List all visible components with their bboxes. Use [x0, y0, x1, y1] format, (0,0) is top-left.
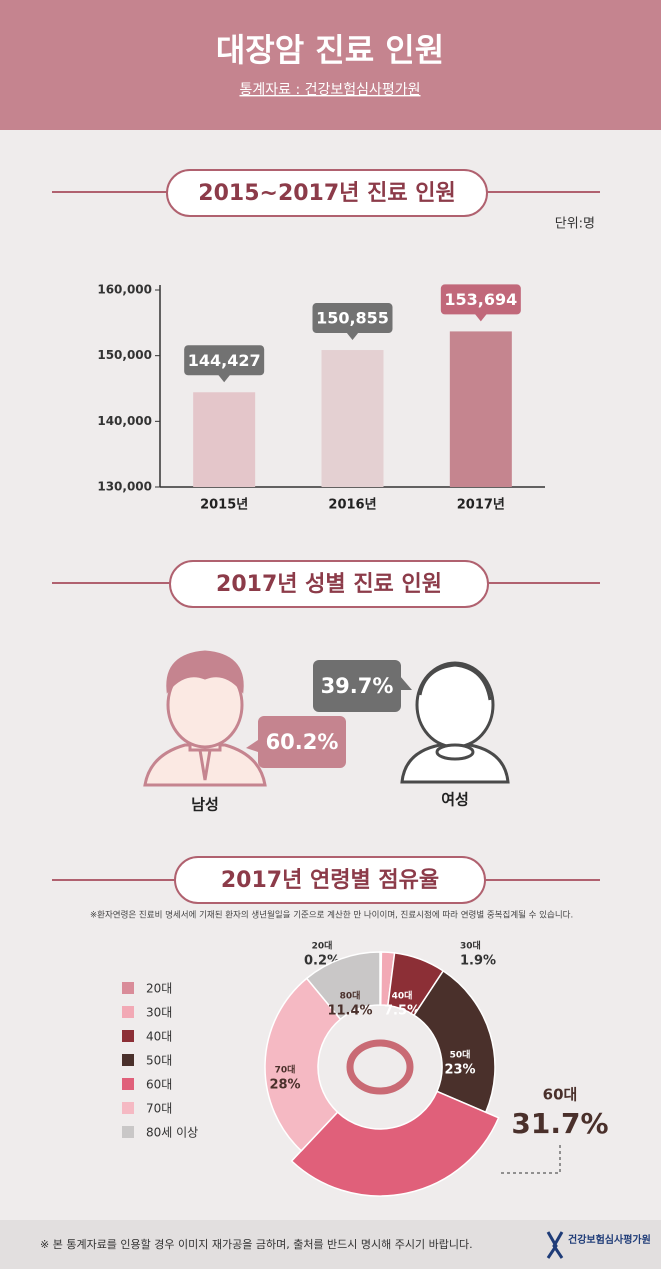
bubble-tail — [474, 313, 487, 322]
legend-swatch — [122, 1078, 134, 1090]
category-label: 남성 — [191, 796, 219, 814]
footnote: ※환자연령은 진료비 명세서에 기재된 환자의 생년월일을 기준으로 계산한 만… — [90, 910, 573, 921]
legend-label: 20대 — [146, 982, 172, 996]
slice-label: 50대 — [450, 1049, 471, 1061]
slice-label: 20대 — [312, 940, 333, 952]
page-title: 대장암 진료 인원 — [216, 31, 444, 69]
slice-value: 31.7% — [511, 1107, 608, 1140]
value-bubble — [313, 660, 401, 712]
footer-logo: 건강보험심사평가원 — [568, 1233, 651, 1246]
legend-label: 50대 — [146, 1054, 172, 1068]
pill — [174, 856, 486, 904]
slice-value: 7.5% — [384, 1004, 420, 1019]
value-bubble — [312, 303, 393, 334]
legend-swatch — [122, 1030, 134, 1042]
intestine-icon — [346, 1039, 414, 1095]
y-tick-label: 130,000 — [97, 480, 152, 494]
legend-swatch — [122, 982, 134, 994]
slice-value: 11.4% — [327, 1004, 372, 1019]
donut-slice — [305, 951, 381, 1021]
value-label: 153,694 — [444, 290, 517, 309]
category-label: 여성 — [441, 791, 469, 809]
slice-label: 80대 — [340, 990, 361, 1002]
y-tick-label: 140,000 — [97, 414, 152, 428]
woman-icon — [400, 661, 510, 784]
bubble-tail — [346, 332, 359, 341]
pill — [169, 560, 489, 608]
legend-swatch — [122, 1102, 134, 1114]
pill — [166, 169, 488, 217]
header-band — [0, 0, 661, 130]
section-header: 2017년 성별 진료 인원 — [52, 560, 600, 608]
section-header: 2017년 연령별 점유율 — [52, 856, 600, 904]
slice-label: 30대 — [460, 940, 481, 952]
x-tick-label: 2017년 — [457, 498, 505, 513]
value-bubble — [440, 284, 521, 315]
value-label: 60.2% — [266, 730, 339, 754]
x-tick-label: 2015년 — [200, 498, 248, 513]
footer-band — [0, 1220, 661, 1269]
value-label: 39.7% — [321, 674, 394, 698]
y-tick-label: 150,000 — [97, 348, 152, 362]
donut-slice — [264, 977, 342, 1152]
bar — [193, 392, 256, 487]
legend-label: 80세 이상 — [146, 1126, 198, 1140]
bar — [449, 331, 512, 487]
x-tick-label: 2016년 — [328, 498, 376, 513]
slice-value: 23% — [444, 1063, 475, 1078]
value-label: 144,427 — [188, 351, 261, 370]
value-label: 150,855 — [316, 309, 389, 328]
legend-swatch — [122, 1126, 134, 1138]
bubble-tail — [246, 740, 258, 752]
slice-label: 70대 — [275, 1064, 296, 1076]
bubble-tail — [218, 374, 231, 383]
bubble-tail — [400, 676, 412, 690]
legend-label: 60대 — [146, 1078, 172, 1092]
slice-label: 60대 — [543, 1086, 578, 1104]
legend-label: 70대 — [146, 1102, 172, 1116]
unit-label: 단위:명 — [555, 217, 595, 232]
section-header: 2015~2017년 진료 인원 — [52, 169, 600, 217]
legend-swatch — [122, 1054, 134, 1066]
legend-label: 30대 — [146, 1006, 172, 1020]
logo-mark — [546, 1231, 564, 1259]
bar — [321, 350, 384, 487]
value-bubble — [258, 716, 346, 768]
footer-note: ※ 본 통계자료를 인용할 경우 이미지 재가공을 금하며, 출처를 반드시 명… — [40, 1237, 473, 1251]
man-icon — [143, 650, 267, 787]
slice-value: 28% — [269, 1078, 300, 1093]
slice-value: 1.9% — [460, 954, 496, 969]
value-bubble — [184, 345, 265, 376]
donut-slice — [290, 1090, 500, 1197]
slice-label: 40대 — [392, 990, 413, 1002]
y-tick-label: 160,000 — [97, 283, 152, 297]
section-title: 2017년 연령별 점유율 — [221, 868, 439, 893]
page-source: 통계자료 : 건강보험심사평가원 — [239, 82, 420, 98]
leader-line — [500, 1145, 561, 1174]
section-title: 2017년 성별 진료 인원 — [216, 572, 442, 597]
section-title: 2015~2017년 진료 인원 — [198, 181, 455, 206]
legend-swatch — [122, 1006, 134, 1018]
legend-label: 40대 — [146, 1030, 172, 1044]
